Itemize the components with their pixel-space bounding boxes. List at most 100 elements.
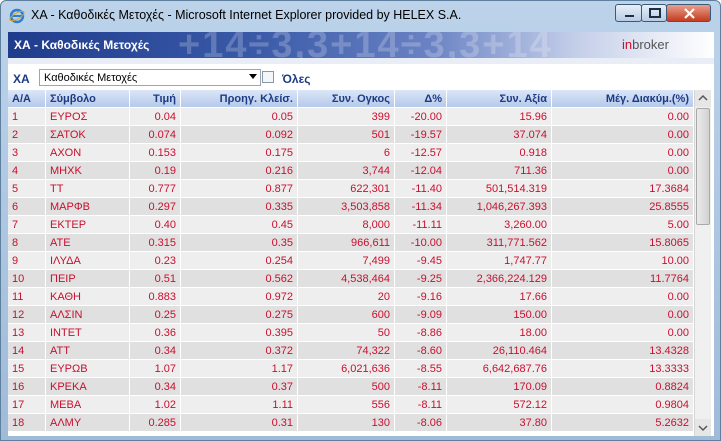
table-cell: -8.06 <box>395 413 447 431</box>
table-cell: 37.80 <box>447 413 552 431</box>
window-title: ΧΑ - Καθοδικές Μετοχές - Microsoft Inter… <box>31 8 462 22</box>
table-cell: -20.00 <box>395 107 447 125</box>
scroll-down-icon[interactable] <box>695 419 711 436</box>
table-row[interactable]: 18 ΑΛΜΥ 0.285 0.31 130 -8.06 37.80 5.2632 <box>8 413 694 431</box>
table-cell: 0.074 <box>130 125 181 143</box>
table-cell: 170.09 <box>447 377 552 395</box>
table-cell: -11.34 <box>395 197 447 215</box>
scrollbar-thumb[interactable] <box>696 108 710 225</box>
table-cell: 0.51 <box>130 269 181 287</box>
table-cell: 4,538,464 <box>298 269 395 287</box>
table-row[interactable]: 16 ΚΡΕΚΑ 0.34 0.37 500 -8.11 170.09 0.8824 <box>8 377 694 395</box>
column-header[interactable]: Συν. Ογκος <box>298 90 395 107</box>
table-cell: -9.25 <box>395 269 447 287</box>
table-cell: 18 <box>8 413 46 431</box>
column-header[interactable]: Δ% <box>395 90 447 107</box>
table-row[interactable]: 7 ΕΚΤΕΡ 0.40 0.45 8,000 -11.11 3,260.00 5.00 <box>8 215 694 233</box>
table-row[interactable]: 15 ΕΥΡΩΒ 1.07 1.17 6,021,636 -8.55 6,642,687.7… <box>8 359 694 377</box>
table-cell: 0.31 <box>181 413 298 431</box>
table-cell: 0.35 <box>181 233 298 251</box>
table-cell: -8.11 <box>395 395 447 413</box>
table-cell: 3,744 <box>298 161 395 179</box>
table-cell: 0.45 <box>181 215 298 233</box>
column-header[interactable]: Μέγ. Διακύμ.(%) <box>552 90 694 107</box>
table-row[interactable]: 14 ΑΤΤ 0.34 0.372 74,322 -8.60 26,110.464 13.43… <box>8 341 694 359</box>
table-row[interactable]: 1 ΕΥΡΟΣ 0.04 0.05 399 -20.00 15.96 0.00 <box>8 107 694 125</box>
table-cell: 130 <box>298 413 395 431</box>
table-cell: 1.02 <box>130 395 181 413</box>
table-row[interactable]: 4 ΜΗΧΚ 0.19 0.216 3,744 -12.04 711.36 0.00 <box>8 161 694 179</box>
table-cell: ΙΛΥΔΑ <box>46 251 130 269</box>
close-button[interactable] <box>666 4 711 22</box>
all-label: Όλες <box>282 72 311 86</box>
table-cell: 20 <box>298 287 395 305</box>
table-header-row: Α/Α Σύμβολο Τιμή Προηγ. Κλείσ. Συν. Ογκο… <box>8 90 694 107</box>
table-row[interactable]: 5 ΤΤ 0.777 0.877 622,301 -11.40 501,514.319 17.… <box>8 179 694 197</box>
table-row[interactable]: 9 ΙΛΥΔΑ 0.23 0.254 7,499 -9.45 1,747.77 10.00 <box>8 251 694 269</box>
table-cell: 0.395 <box>181 323 298 341</box>
table-cell: -10.00 <box>395 233 447 251</box>
table-cell: 501 <box>298 125 395 143</box>
table-cell: 0.25 <box>130 305 181 323</box>
table-cell: 5.00 <box>552 215 694 233</box>
column-header[interactable]: Συν. Αξία <box>447 90 552 107</box>
table-cell: 13.4328 <box>552 341 694 359</box>
table-cell: 0.05 <box>181 107 298 125</box>
page-content: +14÷3,3+14÷3,3+14 ΧΑ - Καθοδικές Μετοχές… <box>8 32 714 436</box>
table-row[interactable]: 3 ΑΧΟΝ 0.153 0.175 6 -12.57 0.918 0.00 <box>8 143 694 161</box>
column-header[interactable]: Α/Α <box>8 90 46 107</box>
table-cell: 711.36 <box>447 161 552 179</box>
table-row[interactable]: 2 ΣΑΤΟΚ 0.074 0.092 501 -19.57 37.074 0.00 <box>8 125 694 143</box>
table-cell: ΤΤ <box>46 179 130 197</box>
table-cell: 2 <box>8 125 46 143</box>
table-cell: ΜΕΒΑ <box>46 395 130 413</box>
table-cell: 0.34 <box>130 377 181 395</box>
vertical-scrollbar[interactable] <box>694 90 711 436</box>
table-row[interactable]: 17 ΜΕΒΑ 1.02 1.11 556 -8.11 572.12 0.9804 <box>8 395 694 413</box>
table-cell: 0.877 <box>181 179 298 197</box>
column-header[interactable]: Σύμβολο <box>46 90 130 107</box>
table-cell: 0.883 <box>130 287 181 305</box>
table-row[interactable]: 11 ΚΑΘΗ 0.883 0.972 20 -9.16 17.66 0.00 <box>8 287 694 305</box>
table-cell: 6 <box>298 143 395 161</box>
table-cell: 600 <box>298 305 395 323</box>
table-cell: ΑΤΕ <box>46 233 130 251</box>
table-cell: 0.972 <box>181 287 298 305</box>
table-cell: 6,642,687.76 <box>447 359 552 377</box>
dropdown-arrow-icon[interactable] <box>249 74 257 79</box>
maximize-button[interactable] <box>641 4 667 22</box>
category-select-value: Καθοδικές Μετοχές <box>44 72 138 84</box>
table-cell: 1.17 <box>181 359 298 377</box>
column-header[interactable]: Προηγ. Κλείσ. <box>181 90 298 107</box>
table-cell: 500 <box>298 377 395 395</box>
table-cell: 0.19 <box>130 161 181 179</box>
title-bar[interactable]: ΧΑ - Καθοδικές Μετοχές - Microsoft Inter… <box>1 1 720 31</box>
table-cell: 12 <box>8 305 46 323</box>
table-cell: 0.00 <box>552 143 694 161</box>
all-checkbox[interactable] <box>262 71 274 83</box>
table-cell: 7,499 <box>298 251 395 269</box>
table-cell: 74,322 <box>298 341 395 359</box>
table-row[interactable]: 10 ΠΕΙΡ 0.51 0.562 4,538,464 -9.25 2,366,224.1… <box>8 269 694 287</box>
table-cell: 0.777 <box>130 179 181 197</box>
table-row[interactable]: 6 ΜΑΡΦΒ 0.297 0.335 3,503,858 -11.34 1,046,267… <box>8 197 694 215</box>
minimize-button[interactable] <box>615 4 642 22</box>
stocks-table-container: Α/Α Σύμβολο Τιμή Προηγ. Κλείσ. Συν. Ογκο… <box>8 90 694 436</box>
category-select[interactable]: Καθοδικές Μετοχές <box>39 69 261 86</box>
internet-explorer-icon <box>9 8 25 24</box>
table-cell: -9.16 <box>395 287 447 305</box>
table-cell: ΠΕΙΡ <box>46 269 130 287</box>
scroll-up-icon[interactable] <box>695 90 711 107</box>
table-cell: 6,021,636 <box>298 359 395 377</box>
table-cell: 8 <box>8 233 46 251</box>
table-cell: 10 <box>8 269 46 287</box>
table-cell: 0.34 <box>130 341 181 359</box>
table-cell: 13.3333 <box>552 359 694 377</box>
table-cell: 0.372 <box>181 341 298 359</box>
table-row[interactable]: 8 ΑΤΕ 0.315 0.35 966,611 -10.00 311,771.562 15.… <box>8 233 694 251</box>
column-header[interactable]: Τιμή <box>130 90 181 107</box>
table-cell: 1,747.77 <box>447 251 552 269</box>
table-cell: -12.04 <box>395 161 447 179</box>
table-row[interactable]: 12 ΑΛΣΙΝ 0.25 0.275 600 -9.09 150.00 0.00 <box>8 305 694 323</box>
table-row[interactable]: 13 ΙΝΤΕΤ 0.36 0.395 50 -8.86 18.00 0.00 <box>8 323 694 341</box>
